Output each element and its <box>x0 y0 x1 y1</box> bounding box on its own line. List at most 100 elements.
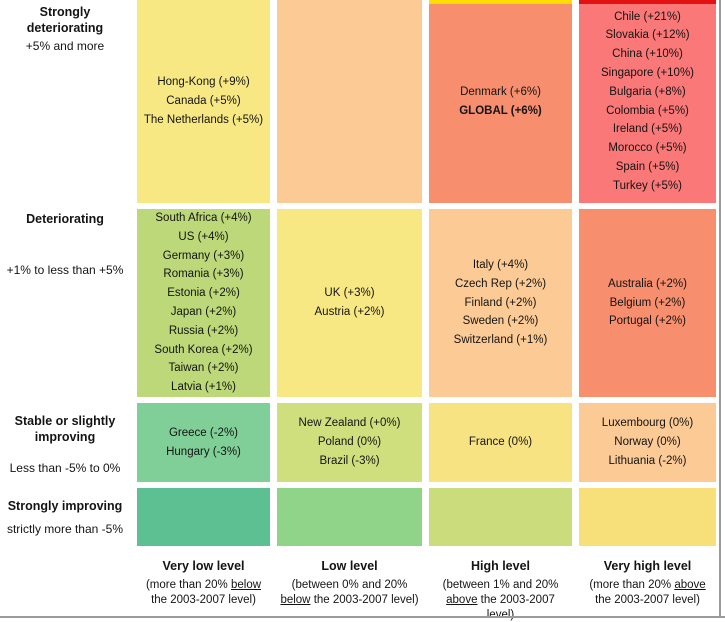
column-footer-title: Low level <box>321 559 378 573</box>
matrix-cell <box>277 488 422 546</box>
row-header-range: strictly more than -5% <box>6 522 124 536</box>
row-header-title: Stable or slightly improving <box>14 414 116 444</box>
matrix-cell <box>579 488 716 546</box>
country-entry: Estonia (+2%) <box>167 287 240 300</box>
matrix-cell <box>429 488 572 546</box>
row-header-range: +5% and more <box>25 39 105 53</box>
footer-range-post: the 2003-2007 level) <box>477 594 555 621</box>
country-entry: UK (+3%) <box>324 287 375 300</box>
country-entry: Australia (+2%) <box>608 277 687 290</box>
country-entry: Hungary (-3%) <box>166 445 241 458</box>
cell-top-accent <box>579 0 716 4</box>
column-footer: Very low level (more than 20% below the 2… <box>137 552 270 622</box>
row-header-range: +1% to less than +5% <box>6 263 124 277</box>
country-entry: Slovakia (+12%) <box>605 29 690 42</box>
country-entry: Romania (+3%) <box>163 268 244 281</box>
country-entry: Latvia (+1%) <box>171 381 236 394</box>
country-entry: Sweden (+2%) <box>462 315 539 328</box>
footer-range-underlined: above <box>446 594 478 606</box>
country-entry: Finland (+2%) <box>464 296 537 309</box>
matrix-cell: UK (+3%) Austria (+2%) <box>277 209 422 397</box>
country-entry: The Netherlands (+5%) <box>143 113 264 126</box>
cell-top-accent <box>429 0 572 4</box>
matrix-cell: Denmark (+6%) GLOBAL (+6%) <box>429 0 572 203</box>
row-header: Deteriorating +1% to less than +5% <box>0 209 130 397</box>
footer-range-underlined: below <box>280 594 311 606</box>
matrix-cell: France (0%) <box>429 403 572 482</box>
country-entry: GLOBAL (+6%) <box>459 104 542 117</box>
column-footer-range: (between 1% and 20% above the 2003-2007 … <box>429 578 572 622</box>
country-entry: Spain (+5%) <box>615 160 680 173</box>
column-footer-range: (more than 20% below the 2003-2007 level… <box>137 578 270 608</box>
row-header-range: Less than -5% to 0% <box>9 461 121 475</box>
matrix-cell: New Zealand (+0%) Poland (0%) Brazil (-3%) <box>277 403 422 482</box>
country-entry: Germany (+3%) <box>162 249 245 262</box>
country-entry: Austria (+2%) <box>314 306 385 318</box>
country-entry: Lithuania (-2%) <box>608 454 687 467</box>
country-entry: South Korea (+2%) <box>154 343 253 356</box>
country-entry: New Zealand (+0%) <box>298 417 401 430</box>
country-entry: Turkey (+5%) <box>613 179 682 192</box>
country-entry: Singapore (+10%) <box>600 66 695 79</box>
column-footer-range: (between 0% and 20% below the 2003-2007 … <box>277 578 422 608</box>
country-entry: Canada (+5%) <box>166 95 241 108</box>
footer-range-pre: (more than 20% <box>145 579 231 591</box>
footer-range-pre: (more than 20% <box>589 579 675 591</box>
bottom-border-line <box>0 616 725 618</box>
country-entry: Poland (0%) <box>317 436 382 449</box>
country-entry: Switzerland (+1%) <box>453 334 548 347</box>
footer-range-post: the 2003-2007 level) <box>310 594 419 606</box>
country-entry: Russia (+2%) <box>168 324 239 337</box>
matrix-cell: Chile (+21%) Slovakia (+12%) China (+10%) S… <box>579 0 716 203</box>
row-header-title: Strongly improving <box>7 499 123 513</box>
country-entry: Czech Rep (+2%) <box>454 277 547 290</box>
country-entry: Belgium (+2%) <box>609 296 686 309</box>
country-entry: Ireland (+5%) <box>612 123 683 136</box>
matrix-cell <box>277 0 422 203</box>
country-entry: Portugal (+2%) <box>608 315 687 328</box>
matrix-cell: Australia (+2%) Belgium (+2%) Portugal (+2… <box>579 209 716 397</box>
column-footer-title: Very high level <box>603 559 692 573</box>
country-entry: South Africa (+4%) <box>155 212 252 225</box>
column-footer-title: Very low level <box>162 559 245 573</box>
column-footer: Low level (between 0% and 20% below the 2… <box>277 552 422 622</box>
country-entry: Greece (-2%) <box>168 426 239 439</box>
footer-range-pre: (between 1% and 20% <box>442 579 559 591</box>
footer-range-post: the 2003-2007 level) <box>151 594 256 606</box>
country-entry: Hong-Kong (+9%) <box>157 76 250 89</box>
matrix-cell: Hong-Kong (+9%) Canada (+5%) The Netherlan… <box>137 0 270 203</box>
country-entry: Denmark (+6%) <box>460 85 541 98</box>
column-footer-range: (more than 20% above the 2003-2007 level… <box>579 578 716 608</box>
footer-corner <box>0 552 130 622</box>
column-footer: High level (between 1% and 20% above the … <box>429 552 572 622</box>
country-entry: China (+10%) <box>612 48 683 61</box>
column-footer: Very high level (more than 20% above the … <box>579 552 716 622</box>
country-entry: Norway (0%) <box>614 436 681 449</box>
row-header: Strongly deteriorating +5% and more <box>0 0 130 203</box>
row-header-title: Deteriorating <box>26 212 104 226</box>
footer-range-pre: (between 0% and 20% <box>291 579 408 591</box>
country-entry: Chile (+21%) <box>614 10 681 23</box>
row-header-title: Strongly deteriorating <box>26 5 104 35</box>
country-entry: Luxembourg (0%) <box>601 417 694 430</box>
matrix-cell <box>137 488 270 546</box>
right-border-line <box>719 0 721 617</box>
country-entry: Brazil (-3%) <box>319 454 380 467</box>
country-entry: Japan (+2%) <box>170 306 237 318</box>
country-entry: US (+4%) <box>178 230 229 243</box>
matrix-cell: Greece (-2%) Hungary (-3%) <box>137 403 270 482</box>
country-entry: Taiwan (+2%) <box>168 362 239 375</box>
row-header: Strongly improving strictly more than -5% <box>0 488 130 546</box>
country-entry: Morocco (+5%) <box>608 142 687 155</box>
column-footer-title: High level <box>470 559 531 573</box>
country-entry: Bulgaria (+8%) <box>609 85 686 98</box>
footer-range-post: the 2003-2007 level) <box>595 594 700 606</box>
country-entry: Colombia (+5%) <box>606 104 689 117</box>
country-entry: France (0%) <box>468 436 533 449</box>
country-entry: Italy (+4%) <box>472 259 529 271</box>
footer-range-underlined: above <box>674 579 706 591</box>
matrix-cell: Italy (+4%) Czech Rep (+2%) Finland (+2%) S… <box>429 209 572 397</box>
row-header: Stable or slightly improving Less than -5… <box>0 403 130 482</box>
